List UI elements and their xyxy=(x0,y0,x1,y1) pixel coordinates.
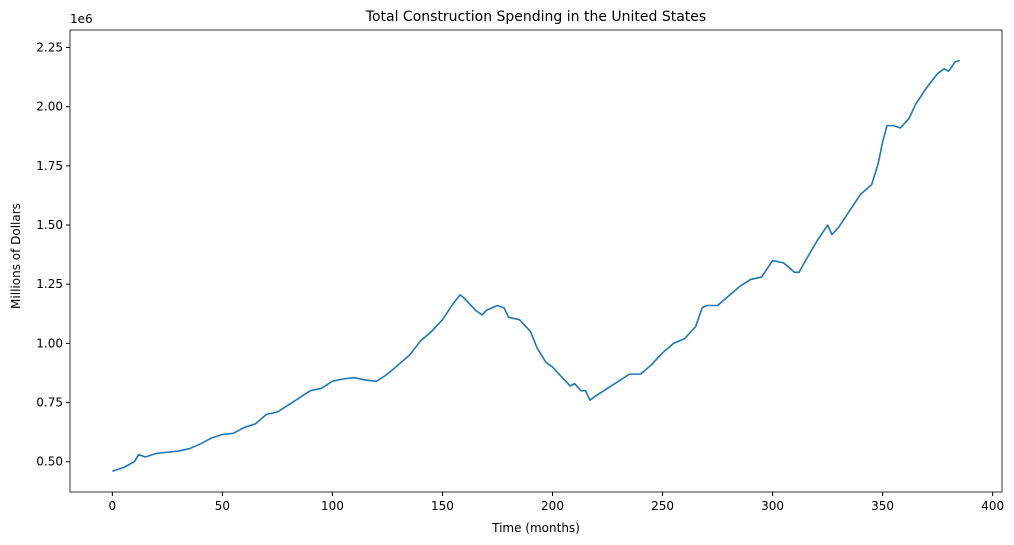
x-tick-label: 150 xyxy=(431,499,454,513)
x-tick-label: 350 xyxy=(871,499,894,513)
chart-title: Total Construction Spending in the Unite… xyxy=(365,9,706,25)
y-tick-label: 1.75 xyxy=(36,159,63,173)
y-tick-label: 2.25 xyxy=(36,41,63,55)
y-tick-label: 0.75 xyxy=(36,396,63,410)
y-offset-label: 1e6 xyxy=(70,12,93,26)
y-tick-label: 1.50 xyxy=(36,218,63,232)
x-tick-label: 0 xyxy=(109,499,117,513)
plot-frame xyxy=(69,29,1003,493)
y-tick-label: 1.25 xyxy=(36,277,63,291)
y-tick-label: 2.00 xyxy=(36,100,63,114)
x-tick-label: 50 xyxy=(215,499,230,513)
x-tick-label: 100 xyxy=(321,499,344,513)
data-line xyxy=(112,59,960,472)
x-tick-label: 300 xyxy=(761,499,784,513)
x-axis-label: Time (months) xyxy=(491,521,580,535)
x-tick-label: 200 xyxy=(541,499,564,513)
x-tick-label: 250 xyxy=(651,499,674,513)
y-tick-label: 1.00 xyxy=(36,336,63,350)
y-tick-label: 0.50 xyxy=(36,455,63,469)
x-tick-label: 400 xyxy=(981,499,1004,513)
y-axis-label: Millions of Dollars xyxy=(9,203,23,309)
